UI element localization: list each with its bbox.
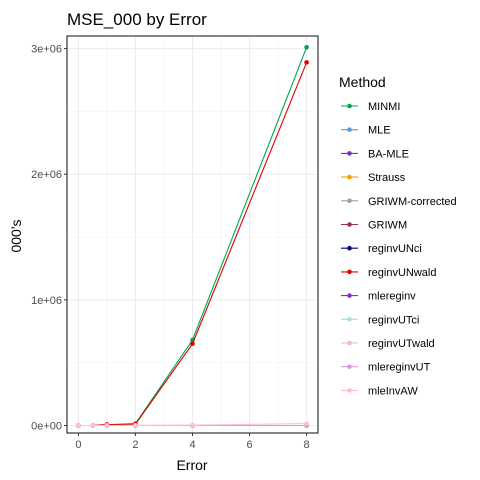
legend-item-mleinvaw: mleInvAW: [341, 385, 418, 397]
legend-label: mlereginvUT: [368, 362, 431, 374]
series-line-mleinvaw: [78, 423, 307, 427]
legend-key-point: [347, 245, 352, 251]
legend-key-point: [347, 317, 352, 322]
legend-item-reginvutwald: reginvUTwald: [341, 338, 435, 350]
legend-item-mlereginv: mlereginv: [341, 291, 416, 303]
legend-key-point: [347, 174, 352, 180]
legend-key-point: [347, 388, 352, 393]
x-tick-label: 8: [304, 439, 310, 451]
legend: Method MINMI MLE BA-MLE Strauss GRIWM-correc…: [339, 74, 457, 397]
legend-key-point: [347, 127, 352, 132]
legend-key-point: [347, 340, 352, 346]
data-point-mleinvaw: [104, 423, 110, 428]
y-tick-label: 0e+00: [31, 420, 62, 432]
data-point-mleinvaw: [76, 423, 81, 428]
legend-label: MLE: [368, 125, 391, 137]
legend-key-point: [347, 103, 352, 109]
legend-item-mlereginvut: mlereginvUT: [341, 362, 431, 374]
x-axis-title: Error: [176, 457, 207, 473]
data-point-reginvunwald: [190, 341, 195, 347]
legend-label: GRIWM: [368, 220, 407, 232]
legend-key-point: [347, 269, 352, 275]
data-point-mleinvaw: [90, 423, 95, 428]
legend-item-reginvunci: reginvUNci: [341, 243, 422, 255]
legend-label: GRIWM-corrected: [368, 196, 457, 208]
data-point-mleinvaw: [304, 421, 309, 426]
legend-item-griwm-corrected: GRIWM-corrected: [341, 196, 457, 208]
legend-label: reginvUTwald: [368, 338, 435, 350]
y-tick-label: 1e+06: [31, 295, 62, 307]
series-mleinvaw: [76, 421, 309, 428]
legend-item-mle: MLE: [341, 125, 391, 137]
legend-title: Method: [339, 74, 386, 90]
legend-label: reginvUNwald: [368, 267, 436, 279]
legend-key-point: [347, 151, 352, 156]
data-point-mleinvaw: [133, 423, 138, 428]
legend-item-minmi: MINMI: [341, 101, 400, 113]
legend-item-reginvunwald: reginvUNwald: [341, 267, 436, 279]
y-tick-label: 3e+06: [31, 44, 62, 56]
y-axis: 0e+00 1e+06 2e+06 3e+06: [31, 44, 67, 432]
data-point-mleinvaw: [190, 422, 195, 428]
legend-key-point: [347, 198, 352, 204]
legend-key-point: [347, 222, 352, 227]
data-point-minmi: [304, 45, 309, 50]
legend-label: MINMI: [368, 101, 400, 113]
y-axis-title: 000's: [8, 219, 24, 252]
x-tick-label: 6: [246, 439, 252, 451]
x-tick-label: 2: [132, 439, 138, 451]
x-tick-label: 4: [189, 439, 195, 451]
legend-label: BA-MLE: [368, 148, 409, 160]
legend-item-reginvutci: reginvUTci: [341, 314, 419, 326]
legend-label: reginvUTci: [368, 314, 419, 326]
legend-label: reginvUNci: [368, 243, 422, 255]
legend-label: mlereginv: [368, 291, 416, 303]
legend-item-griwm: GRIWM: [341, 220, 407, 232]
legend-key-point: [347, 293, 352, 298]
legend-item-strauss: Strauss: [341, 172, 406, 184]
chart-title: MSE_000 by Error: [67, 10, 207, 29]
data-point-reginvunwald: [304, 60, 309, 65]
x-tick-label: 0: [75, 439, 81, 451]
legend-label: mleInvAW: [368, 385, 418, 397]
legend-item-ba-mle: BA-MLE: [341, 148, 409, 160]
series-layer: [76, 45, 309, 428]
x-axis: 0 2 4 6 8: [75, 433, 310, 451]
legend-label: Strauss: [368, 172, 406, 184]
legend-key-point: [347, 364, 352, 370]
y-tick-label: 2e+06: [31, 169, 62, 181]
